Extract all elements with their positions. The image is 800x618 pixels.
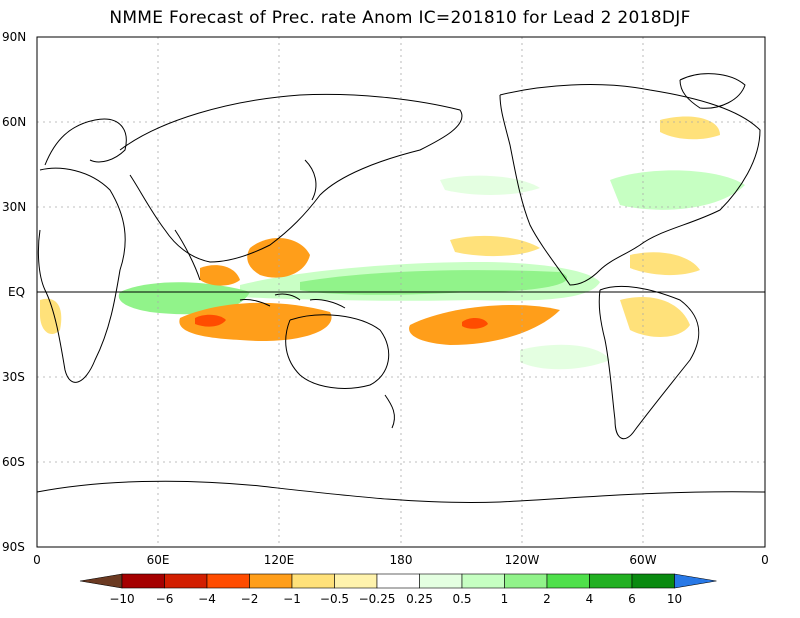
colorbar-swatch [334, 573, 378, 589]
light-wet-north-pacific [440, 175, 540, 195]
lat-label-60n: 60N [2, 115, 26, 129]
colorbar-swatch [121, 573, 165, 589]
lat-label-90s: 90S [2, 540, 25, 554]
latitude-labels: 90N 60N 30N EQ 30S 60S 90S [2, 30, 26, 554]
colorbar-label: 0.25 [406, 592, 433, 606]
dry-south-pacific-core [462, 318, 488, 329]
lon-label-120w: 120W [505, 553, 540, 567]
map-title: NMME Forecast of Prec. rate Anom IC=2018… [109, 8, 691, 28]
lat-label-60s: 60S [2, 455, 25, 469]
colorbar-label: 0.5 [452, 592, 471, 606]
lon-label-0-left: 0 [33, 553, 41, 567]
colorbar-label: −0.5 [320, 592, 349, 606]
colorbar-swatch [504, 573, 548, 589]
lat-label-90n: 90N [2, 30, 26, 44]
colorbar-label: −2 [241, 592, 259, 606]
colorbar-swatch [546, 573, 590, 589]
colorbar: −10 −6 −4 −2 −1 −0.5 −0.25 0.25 0.5 1 2 4 6 10 [79, 573, 717, 606]
lon-label-60e: 60E [147, 553, 170, 567]
colorbar-arrow-low [79, 573, 123, 589]
light-dry-amazon [620, 297, 690, 337]
lat-label-30s: 30S [2, 370, 25, 384]
colorbar-label: 2 [543, 592, 551, 606]
colorbar-swatch [631, 573, 675, 589]
wet-band-core [300, 270, 568, 295]
lat-label-30n: 30N [2, 200, 26, 214]
wet-indian-ocean [118, 282, 250, 315]
colorbar-arrow-high [674, 573, 717, 589]
lat-label-eq: EQ [8, 285, 25, 299]
colorbar-label: 10 [667, 592, 682, 606]
colorbar-label: 1 [501, 592, 509, 606]
colorbar-swatch [291, 573, 335, 589]
colorbar-swatch [249, 573, 293, 589]
grid-lines [37, 37, 765, 547]
light-wet-north-atlantic [610, 170, 745, 210]
colorbar-label: −1 [283, 592, 301, 606]
colorbar-label: −0.25 [359, 592, 396, 606]
lon-label-60w: 60W [629, 553, 656, 567]
map-frame [36, 36, 766, 548]
colorbar-swatch [419, 573, 463, 589]
dry-core-indian [195, 314, 226, 327]
colorbar-swatch [164, 573, 208, 589]
light-dry-caribbean [630, 252, 700, 276]
coastlines [36, 73, 766, 504]
colorbar-label: −4 [198, 592, 216, 606]
colorbar-label: −10 [109, 592, 134, 606]
colorbar-swatch [206, 573, 250, 589]
colorbar-swatch [461, 573, 505, 589]
light-wet-south-pacific-east [520, 344, 610, 370]
lon-label-0-right: 0 [761, 553, 769, 567]
colorbar-label: −6 [156, 592, 174, 606]
light-dry-west-africa [40, 298, 62, 335]
colorbar-swatch [589, 573, 633, 589]
dry-bay-of-bengal [200, 265, 240, 286]
light-dry-north-pacific [450, 235, 540, 257]
colorbar-label: 6 [628, 592, 636, 606]
anomaly-fields [40, 116, 745, 370]
map-plot-area [36, 36, 766, 548]
colorbar-label: 4 [586, 592, 594, 606]
longitude-labels: 0 60E 120E 180 120W 60W 0 [33, 553, 769, 567]
colorbar-swatch [376, 573, 420, 589]
lon-label-180: 180 [390, 553, 413, 567]
dry-maritime-continent [179, 302, 332, 341]
lon-label-120e: 120E [264, 553, 295, 567]
